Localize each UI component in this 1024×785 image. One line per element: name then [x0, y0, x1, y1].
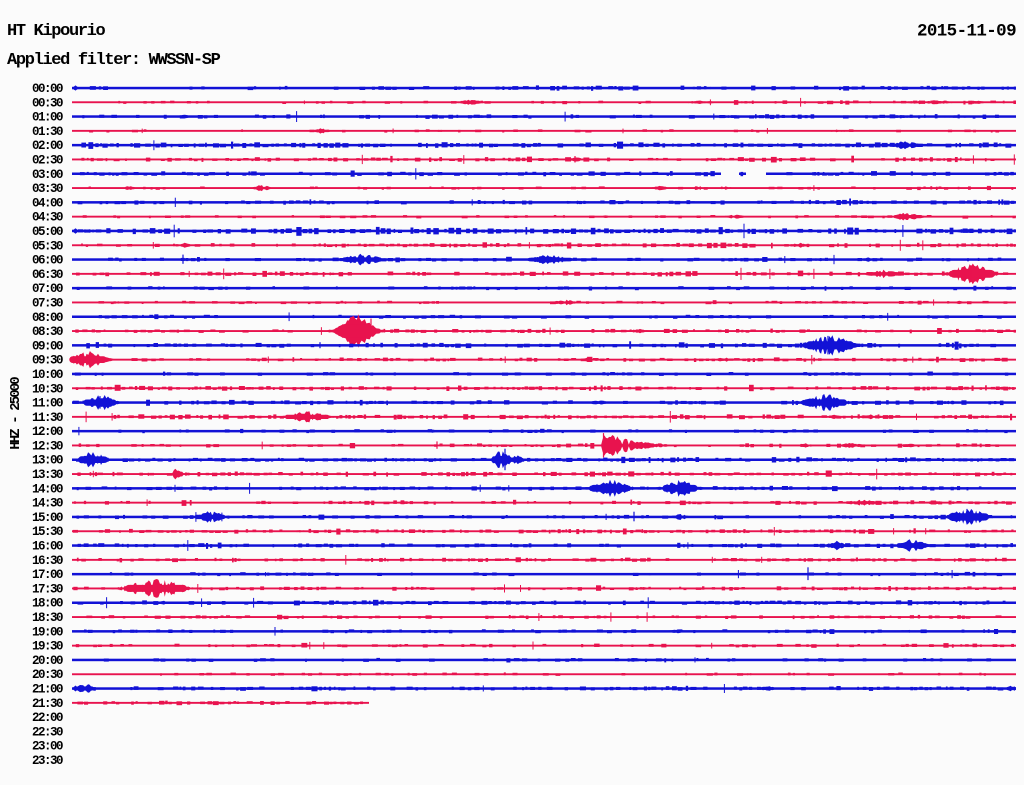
svg-text:14:00: 14:00 — [32, 482, 63, 496]
svg-text:12:30: 12:30 — [32, 439, 63, 453]
svg-text:21:30: 21:30 — [32, 697, 63, 711]
svg-text:19:30: 19:30 — [32, 640, 63, 654]
svg-text:16:30: 16:30 — [32, 554, 63, 568]
svg-text:16:00: 16:00 — [32, 540, 63, 554]
svg-text:07:30: 07:30 — [32, 297, 63, 311]
svg-text:10:30: 10:30 — [32, 382, 63, 396]
svg-text:17:30: 17:30 — [32, 582, 63, 596]
svg-text:07:00: 07:00 — [32, 282, 63, 296]
svg-text:23:00: 23:00 — [32, 740, 63, 754]
svg-text:01:00: 01:00 — [32, 111, 63, 125]
svg-text:01:30: 01:30 — [32, 125, 63, 139]
svg-text:HT Kipourio: HT Kipourio — [7, 22, 106, 41]
svg-text:17:00: 17:00 — [32, 568, 63, 582]
svg-text:14:30: 14:30 — [32, 497, 63, 511]
svg-text:05:00: 05:00 — [32, 225, 63, 239]
svg-text:06:30: 06:30 — [32, 268, 63, 282]
svg-text:22:30: 22:30 — [32, 725, 63, 739]
svg-text:09:00: 09:00 — [32, 339, 63, 353]
svg-text:08:30: 08:30 — [32, 325, 63, 339]
svg-text:04:00: 04:00 — [32, 196, 63, 210]
svg-text:15:30: 15:30 — [32, 525, 63, 539]
svg-text:00:00: 00:00 — [32, 82, 63, 96]
svg-text:11:00: 11:00 — [32, 397, 63, 411]
svg-text:HHZ - 25000: HHZ - 25000 — [8, 377, 24, 450]
svg-text:18:30: 18:30 — [32, 611, 63, 625]
svg-text:09:30: 09:30 — [32, 354, 63, 368]
svg-text:02:00: 02:00 — [32, 139, 63, 153]
svg-text:Applied filter: WWSSN-SP: Applied filter: WWSSN-SP — [7, 51, 221, 70]
svg-text:23:30: 23:30 — [32, 754, 63, 768]
svg-text:05:30: 05:30 — [32, 239, 63, 253]
svg-text:08:00: 08:00 — [32, 311, 63, 325]
svg-text:19:00: 19:00 — [32, 625, 63, 639]
svg-text:11:30: 11:30 — [32, 411, 63, 425]
svg-text:04:30: 04:30 — [32, 211, 63, 225]
svg-text:02:30: 02:30 — [32, 154, 63, 168]
svg-text:15:00: 15:00 — [32, 511, 63, 525]
svg-text:22:00: 22:00 — [32, 711, 63, 725]
svg-text:06:00: 06:00 — [32, 254, 63, 268]
svg-text:10:00: 10:00 — [32, 368, 63, 382]
svg-text:21:00: 21:00 — [32, 683, 63, 697]
svg-text:20:30: 20:30 — [32, 668, 63, 682]
svg-text:13:00: 13:00 — [32, 454, 63, 468]
svg-text:13:30: 13:30 — [32, 468, 63, 482]
svg-text:03:30: 03:30 — [32, 182, 63, 196]
svg-text:00:30: 00:30 — [32, 96, 63, 110]
svg-text:18:00: 18:00 — [32, 597, 63, 611]
svg-text:03:00: 03:00 — [32, 168, 63, 182]
svg-text:20:00: 20:00 — [32, 654, 63, 668]
svg-text:12:00: 12:00 — [32, 425, 63, 439]
svg-text:2015-11-09: 2015-11-09 — [917, 22, 1016, 42]
